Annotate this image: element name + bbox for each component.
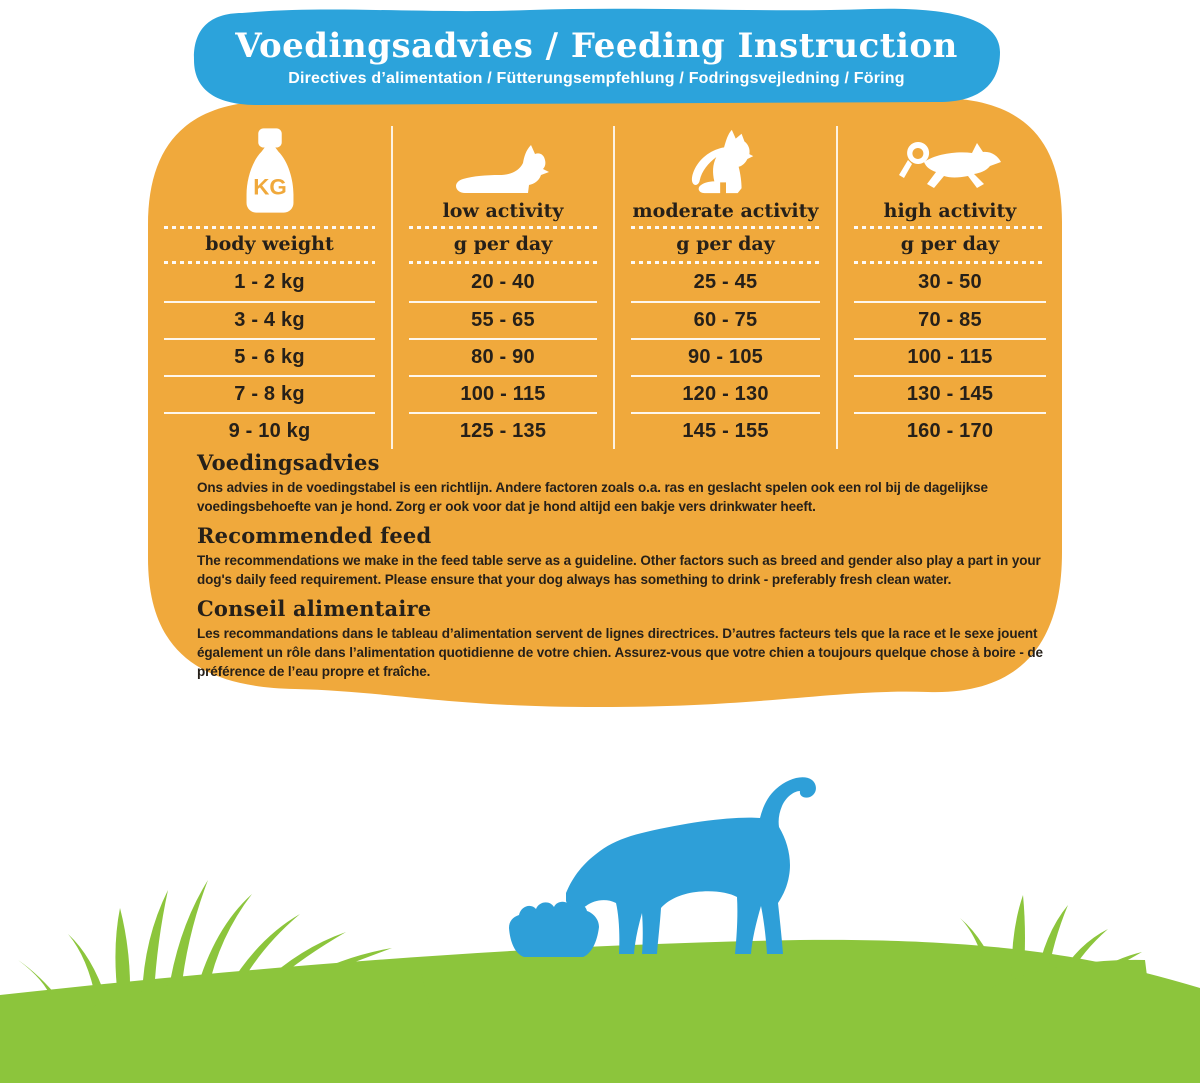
feed-amount-cell: 145 - 155 — [631, 412, 820, 449]
icon-cell: KG — [148, 126, 391, 213]
feed-amount-cell: 60 - 75 — [631, 301, 820, 338]
weight-range-cell: 9 - 10 kg — [164, 412, 375, 449]
table-column-high-activity: high activity g per day 30 - 50 70 - 85 … — [838, 126, 1062, 449]
dashed-divider — [164, 261, 375, 264]
advisory-section-dutch: Voedingsadvies Ons advies in de voedings… — [197, 450, 1043, 516]
feed-amount-cell: 100 - 115 — [854, 338, 1046, 375]
lying-dog-icon — [456, 145, 549, 193]
icon-cell — [838, 126, 1062, 196]
header-banner-background — [193, 8, 1000, 106]
dashed-divider — [409, 226, 597, 229]
sitting-dog-icon — [691, 129, 753, 194]
food-bowl — [509, 901, 599, 957]
feed-amount-cell: 30 - 50 — [918, 271, 982, 293]
table-column-body-weight: KG body weight 1 - 2 kg 3 - 4 kg 5 - 6 k… — [148, 126, 393, 449]
unit-label: g per day — [900, 233, 1000, 255]
dashed-divider — [854, 261, 1046, 264]
weight-range-cell: 3 - 4 kg — [164, 301, 375, 338]
section-body: The recommendations we make in the feed … — [197, 553, 1041, 587]
header-subtitle: Directives d’alimentation / Fütterungsem… — [288, 69, 905, 87]
advisory-sections: Voedingsadvies Ons advies in de voedings… — [197, 450, 1043, 688]
feeding-panel: KG body weight 1 - 2 kg 3 - 4 kg 5 - 6 k… — [148, 98, 1062, 710]
kg-weight-icon: KG — [246, 128, 293, 213]
dog-eating-from-bowl-silhouette — [566, 777, 816, 954]
section-body: Ons advies in de voedingstabel is een ri… — [197, 480, 988, 514]
unit-label: g per day — [676, 233, 775, 255]
dashed-divider — [409, 261, 597, 264]
feed-amount-cell: 90 - 105 — [631, 338, 820, 375]
icon-cell — [393, 126, 613, 196]
feeding-table: KG body weight 1 - 2 kg 3 - 4 kg 5 - 6 k… — [148, 126, 1062, 449]
activity-label: low activity — [442, 200, 564, 222]
feed-amount-cell: 25 - 45 — [693, 271, 758, 293]
advisory-section-english: Recommended feed The recommendations we … — [197, 523, 1043, 589]
feed-amount-cell: 20 - 40 — [471, 271, 535, 293]
weight-range-cell: 5 - 6 kg — [164, 338, 375, 375]
section-heading: Recommended feed — [197, 523, 432, 548]
activity-label: high activity — [883, 200, 1017, 222]
kg-icon-text: KG — [253, 174, 287, 199]
dashed-divider — [164, 226, 375, 229]
dashed-divider — [631, 226, 820, 229]
feed-amount-cell: 130 - 145 — [854, 375, 1046, 412]
icon-cell — [615, 126, 836, 196]
feed-amount-cell: 55 - 65 — [409, 301, 597, 338]
table-column-moderate-activity: moderate activity g per day 25 - 45 60 -… — [615, 126, 838, 449]
feed-amount-cell: 100 - 115 — [409, 375, 597, 412]
feed-amount-cell: 125 - 135 — [409, 412, 597, 449]
feed-amount-cell: 120 - 130 — [631, 375, 820, 412]
grass-tuft-right — [960, 895, 1150, 1005]
section-heading: Voedingsadvies — [197, 450, 380, 475]
header: Voedingsadvies / Feeding Instruction Dir… — [193, 8, 1000, 105]
header-title: Voedingsadvies / Feeding Instruction — [235, 25, 958, 66]
feed-amount-cell: 160 - 170 — [854, 412, 1046, 449]
activity-label: moderate activity — [632, 200, 819, 222]
dashed-divider — [631, 261, 820, 264]
running-dog-icon — [899, 142, 1001, 188]
section-body: Les recommandations dans le tableau d’al… — [197, 626, 1043, 679]
advisory-section-french: Conseil alimentaire Les recommandations … — [197, 596, 1043, 681]
weight-range-cell: 7 - 8 kg — [164, 375, 375, 412]
weight-range-cell: 1 - 2 kg — [234, 271, 305, 293]
unit-label: body weight — [205, 233, 334, 255]
feed-amount-cell: 80 - 90 — [409, 338, 597, 375]
feeding-panel-background — [148, 97, 1062, 708]
dashed-divider — [854, 226, 1046, 229]
unit-label: g per day — [453, 233, 553, 255]
section-heading: Conseil alimentaire — [197, 596, 432, 621]
feed-amount-cell: 70 - 85 — [854, 301, 1046, 338]
table-column-low-activity: low activity g per day 20 - 40 55 - 65 8… — [393, 126, 615, 449]
grass-tuft-left — [18, 880, 430, 1012]
